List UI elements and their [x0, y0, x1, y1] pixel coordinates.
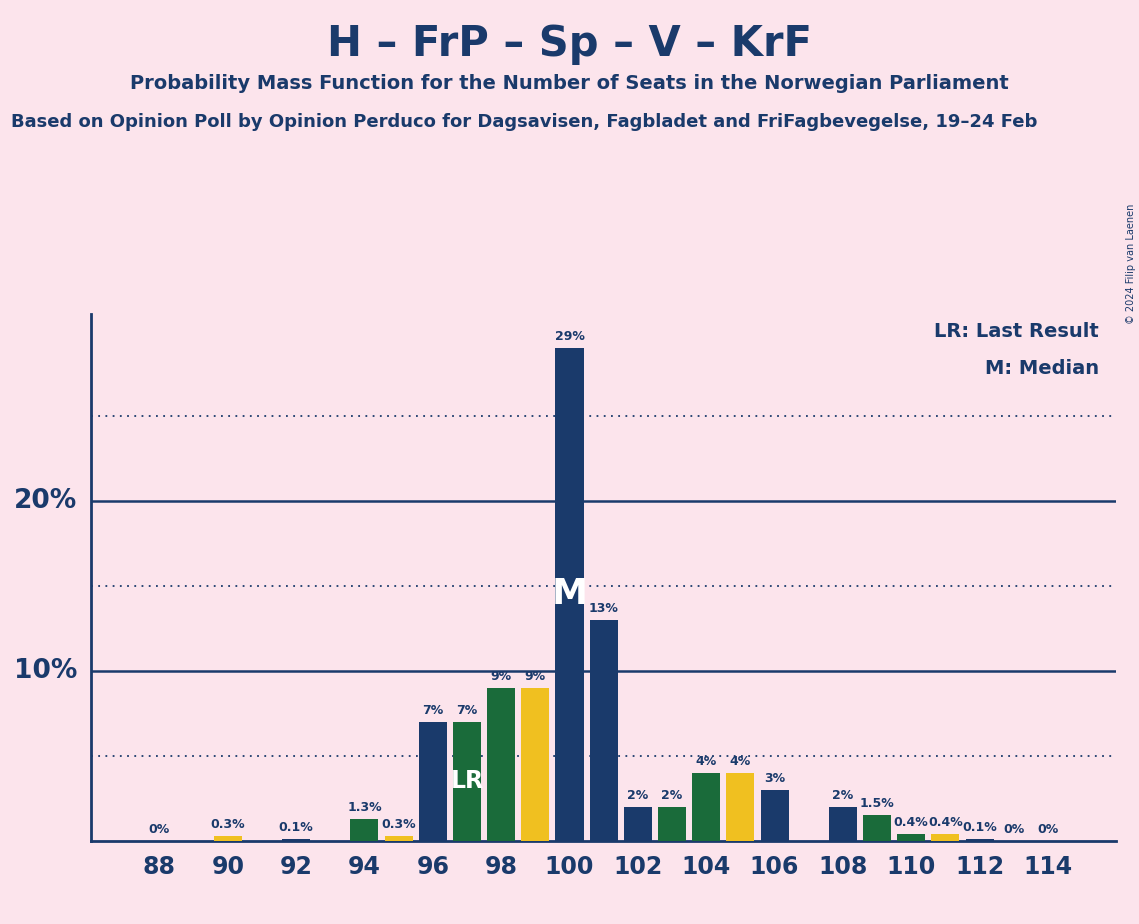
Text: 29%: 29%: [555, 330, 584, 343]
Bar: [453, 722, 481, 841]
Bar: [624, 807, 652, 841]
Text: 3%: 3%: [764, 772, 785, 784]
Bar: [282, 839, 310, 841]
Bar: [556, 348, 583, 841]
Text: 2%: 2%: [628, 789, 648, 802]
Text: 0.3%: 0.3%: [211, 818, 245, 831]
Bar: [693, 772, 720, 841]
Text: 0%: 0%: [149, 822, 170, 835]
Text: 20%: 20%: [14, 488, 77, 514]
Text: 9%: 9%: [491, 670, 511, 683]
Bar: [761, 790, 788, 841]
Bar: [658, 807, 686, 841]
Text: 13%: 13%: [589, 602, 618, 614]
Bar: [966, 839, 993, 841]
Text: M: Median: M: Median: [985, 359, 1099, 378]
Text: LR: Last Result: LR: Last Result: [934, 322, 1099, 341]
Text: 0%: 0%: [1003, 822, 1024, 835]
Bar: [522, 688, 549, 841]
Text: 2%: 2%: [833, 789, 853, 802]
Text: Probability Mass Function for the Number of Seats in the Norwegian Parliament: Probability Mass Function for the Number…: [130, 74, 1009, 93]
Text: 4%: 4%: [696, 755, 716, 768]
Text: H – FrP – Sp – V – KrF: H – FrP – Sp – V – KrF: [327, 23, 812, 65]
Text: LR: LR: [450, 770, 484, 794]
Text: 0.4%: 0.4%: [894, 816, 928, 829]
Bar: [727, 772, 754, 841]
Text: 4%: 4%: [730, 755, 751, 768]
Bar: [419, 722, 446, 841]
Text: 0.1%: 0.1%: [279, 821, 313, 834]
Text: © 2024 Filip van Laenen: © 2024 Filip van Laenen: [1126, 203, 1136, 323]
Text: 0.4%: 0.4%: [928, 816, 962, 829]
Text: 9%: 9%: [525, 670, 546, 683]
Text: M: M: [551, 578, 588, 612]
Text: 1.3%: 1.3%: [347, 801, 382, 814]
Bar: [351, 819, 378, 841]
Text: 10%: 10%: [14, 658, 77, 684]
Text: 0.3%: 0.3%: [382, 818, 416, 831]
Bar: [487, 688, 515, 841]
Bar: [932, 834, 959, 841]
Text: 0.1%: 0.1%: [962, 821, 997, 834]
Bar: [829, 807, 857, 841]
Text: 7%: 7%: [423, 704, 443, 717]
Bar: [863, 815, 891, 841]
Text: 2%: 2%: [662, 789, 682, 802]
Text: 1.5%: 1.5%: [860, 797, 894, 810]
Bar: [385, 835, 412, 841]
Text: 0%: 0%: [1038, 822, 1058, 835]
Bar: [590, 620, 617, 841]
Text: Based on Opinion Poll by Opinion Perduco for Dagsavisen, Fagbladet and FriFagbev: Based on Opinion Poll by Opinion Perduco…: [11, 113, 1038, 130]
Bar: [214, 835, 241, 841]
Bar: [898, 834, 925, 841]
Text: 7%: 7%: [457, 704, 477, 717]
